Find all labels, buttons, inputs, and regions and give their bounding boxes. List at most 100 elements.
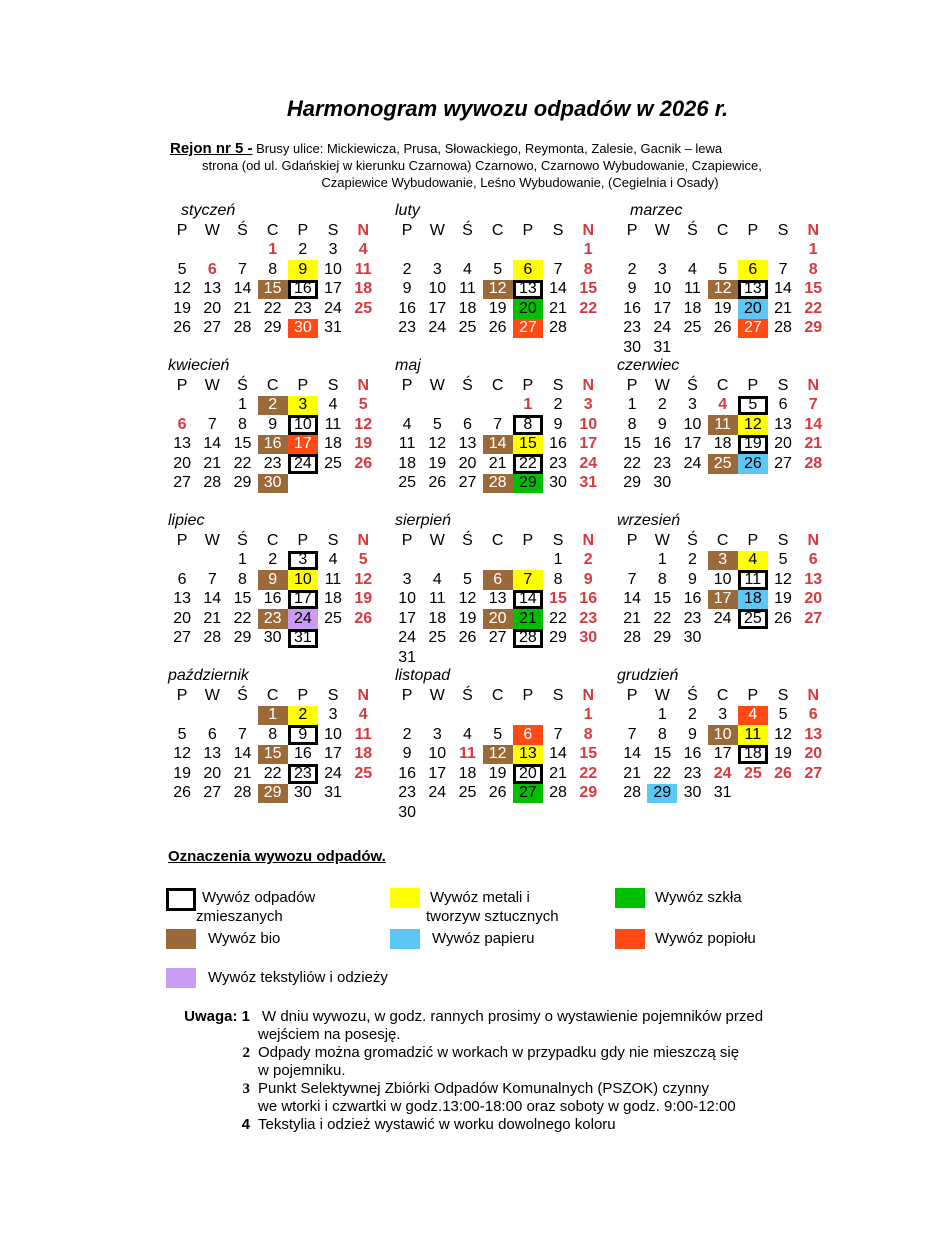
day-cell-ash: 27	[512, 318, 543, 338]
empty-cell	[197, 396, 227, 416]
day-cell: 17	[398, 609, 416, 627]
day-cell: 5	[778, 551, 788, 569]
day-cell-bio: 28	[482, 473, 513, 493]
day-cell: 3	[402, 570, 412, 588]
month-grudzień: grudzień P W Ś C P S N 1 2 3 4 5 6 7 8 9 10 11 12 13 14 15 16 17…	[617, 666, 832, 803]
notes: Uwaga: 1 W dniu wywozu, w godz. rannych …	[176, 1008, 836, 1134]
month-grid: P W Ś C P S N 1 2 3 4 5 6 7 8 9 10 11 12 13 14 15 16 17 18 19 20 21…	[392, 686, 607, 823]
note-number: 4	[241, 1116, 250, 1133]
empty-cell	[422, 241, 452, 261]
month-marzec: marzec P W Ś C P S N 1 2 3 4 5 6 7 8 9 10 11 12 13 14 15 16 17 18…	[617, 201, 832, 358]
day-cell-mixed: 24	[287, 454, 318, 474]
day-cell-bio: 14	[482, 434, 513, 454]
day-cell: 23	[549, 454, 567, 472]
day-cell-paper: 26	[737, 454, 768, 474]
day-cell: 1	[583, 706, 593, 724]
weekday-header: Ś	[237, 376, 248, 394]
legend-metal: Wywóz metali i tworzyw sztucznych	[390, 888, 559, 926]
month-grid: P W Ś C P S N 1 2 3 4 5 6 7 8 9 10 11 12 13 14 15 16 17 18 19 20 21…	[167, 376, 382, 493]
day-cell: 5	[432, 415, 442, 433]
weekday-header: C	[491, 686, 504, 704]
day-cell-bio: 12	[482, 744, 513, 764]
day-cell: 27	[173, 474, 191, 492]
day-cell: 25	[354, 299, 373, 317]
month-name: lipiec	[168, 512, 205, 529]
day-cell: 5	[358, 396, 368, 414]
day-cell: 19	[488, 764, 507, 782]
weekday-header: P	[747, 376, 759, 394]
day-cell: 16	[293, 745, 312, 763]
day-cell: 25	[428, 629, 447, 647]
day-cell: 7	[627, 725, 637, 743]
day-cell: 15	[804, 280, 823, 298]
weekday-header: N	[582, 376, 594, 394]
day-cell: 18	[428, 609, 447, 627]
day-cell-bio: 20	[482, 609, 513, 629]
day-cell: 4	[358, 241, 368, 259]
day-cell: 13	[203, 280, 222, 298]
day-cell: 9	[268, 415, 278, 433]
month-sierpień: sierpień P W Ś C P S N 1 2 3 4 5 6 7 8 9 10 11 12 13 14 15 16 17…	[392, 511, 607, 668]
day-cell: 14	[203, 590, 222, 608]
day-cell-metal: 12	[737, 415, 768, 435]
day-cell-ash: 4	[737, 705, 768, 725]
day-cell-mixed: 19	[737, 434, 768, 454]
day-cell-metal: 13	[512, 744, 543, 764]
month-maj: maj P W Ś C P S N 1 2 3 4 5 6 7 8 9 10 11 12 13 14 15 16 17 18 19 2…	[392, 356, 607, 493]
day-cell: 19	[354, 435, 373, 453]
weekday-header: C	[266, 376, 279, 394]
day-cell: 23	[653, 454, 672, 472]
day-cell: 19	[354, 590, 373, 608]
day-cell-mixed: 31	[287, 628, 318, 648]
paper-swatch	[390, 929, 420, 949]
day-cell: 30	[653, 474, 672, 492]
day-cell-mixed: 22	[512, 454, 543, 474]
weekday-header: W	[429, 221, 445, 239]
legend-paper: Wywóz papieru	[390, 929, 534, 949]
day-cell: 11	[684, 280, 701, 298]
region-label: Rejon nr 5 -	[170, 140, 253, 157]
day-cell: 17	[713, 745, 732, 763]
month-name: listopad	[395, 667, 451, 684]
day-cell-glass: 29	[512, 473, 543, 493]
day-cell: 9	[688, 725, 697, 743]
weekday-header: Ś	[687, 686, 698, 704]
month-name: marzec	[630, 202, 683, 219]
day-cell: 16	[683, 590, 702, 608]
day-cell: 24	[428, 319, 447, 337]
day-cell-bio: 29	[257, 783, 288, 803]
day-cell: 2	[688, 706, 697, 724]
day-cell: 1	[238, 396, 247, 414]
weekday-header: S	[552, 376, 564, 394]
weekday-header: S	[552, 221, 564, 239]
weekday-header: W	[204, 531, 220, 549]
empty-cell	[768, 241, 798, 261]
day-cell: 17	[324, 280, 342, 298]
day-cell-mixed: 9	[287, 725, 318, 745]
notes-label: Uwaga:	[184, 1008, 238, 1025]
day-cell: 24	[653, 319, 672, 337]
day-cell: 18	[713, 435, 732, 453]
day-cell: 31	[713, 784, 732, 802]
day-cell: 18	[324, 590, 342, 608]
day-cell: 26	[428, 474, 447, 492]
day-cell: 13	[804, 570, 823, 588]
empty-cell	[392, 241, 422, 261]
month-name: styczeń	[181, 202, 236, 219]
legend-glass: Wywóz szkła	[615, 888, 742, 908]
day-cell: 30	[549, 474, 567, 492]
day-cell: 18	[324, 435, 342, 453]
day-cell-bio: 3	[707, 550, 738, 570]
day-cell: 14	[623, 590, 641, 608]
weekday-header: C	[266, 531, 279, 549]
weekday-header: P	[626, 531, 638, 549]
empty-cell	[513, 551, 543, 571]
empty-cell	[617, 241, 647, 261]
legend-metal-label-2: tworzyw sztucznych	[426, 908, 559, 925]
month-grid: P W Ś C P S N 1 2 3 4 5 6 7 8 9 10 11 12 13 14 15 16 17 18 19 20 21…	[617, 686, 832, 803]
day-cell: 5	[493, 725, 503, 743]
day-cell: 25	[354, 764, 373, 782]
day-cell: 27	[774, 454, 792, 472]
day-cell: 4	[463, 260, 472, 278]
day-cell: 5	[778, 706, 788, 724]
